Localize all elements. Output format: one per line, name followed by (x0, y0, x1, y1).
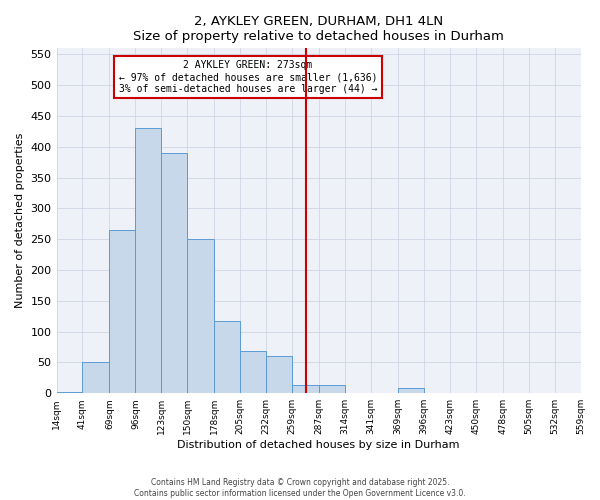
Bar (319, 384, 345, 393)
Bar (266, 356, 292, 393)
Bar (136, 128, 161, 393)
Bar (56, 392, 82, 393)
Bar (214, 320, 240, 393)
Bar (398, 388, 424, 393)
Y-axis label: Number of detached properties: Number of detached properties (15, 133, 25, 308)
Bar (161, 153, 187, 393)
Bar (82, 362, 109, 393)
Text: 2 AYKLEY GREEN: 273sqm
← 97% of detached houses are smaller (1,636)
3% of semi-d: 2 AYKLEY GREEN: 273sqm ← 97% of detached… (119, 60, 377, 94)
Title: 2, AYKLEY GREEN, DURHAM, DH1 4LN
Size of property relative to detached houses in: 2, AYKLEY GREEN, DURHAM, DH1 4LN Size of… (133, 15, 504, 43)
Bar (292, 384, 319, 393)
X-axis label: Distribution of detached houses by size in Durham: Distribution of detached houses by size … (177, 440, 460, 450)
Bar (187, 239, 214, 393)
Text: Contains HM Land Registry data © Crown copyright and database right 2025.
Contai: Contains HM Land Registry data © Crown c… (134, 478, 466, 498)
Bar (109, 230, 136, 393)
Bar (240, 352, 266, 393)
